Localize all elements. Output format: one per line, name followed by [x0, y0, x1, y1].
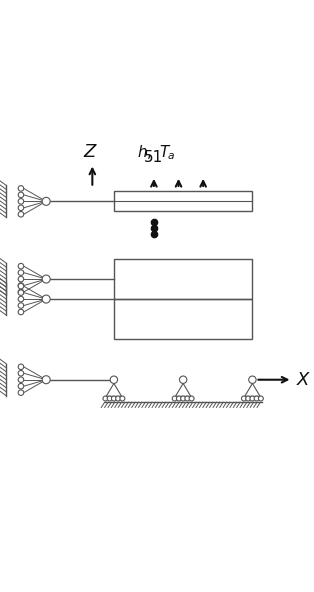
Circle shape: [42, 197, 50, 205]
Circle shape: [258, 396, 263, 401]
Text: $\mathit{Z}$: $\mathit{Z}$: [83, 143, 98, 161]
Circle shape: [18, 211, 24, 217]
Circle shape: [110, 376, 117, 384]
Text: $\mathit{h},\ \mathit{T}_{\!\mathit{a}}$: $\mathit{h},\ \mathit{T}_{\!\mathit{a}}$: [137, 143, 175, 162]
Circle shape: [241, 396, 246, 401]
Circle shape: [18, 276, 24, 282]
Circle shape: [172, 396, 177, 401]
Circle shape: [249, 376, 256, 384]
Circle shape: [18, 390, 24, 395]
Circle shape: [18, 377, 24, 382]
Circle shape: [181, 396, 186, 401]
Circle shape: [18, 297, 24, 302]
Circle shape: [107, 396, 112, 401]
Circle shape: [18, 205, 24, 211]
Circle shape: [18, 289, 24, 295]
Circle shape: [116, 396, 121, 401]
Circle shape: [254, 396, 259, 401]
Circle shape: [176, 396, 181, 401]
Circle shape: [18, 303, 24, 308]
Circle shape: [18, 283, 24, 288]
Circle shape: [18, 270, 24, 275]
Circle shape: [103, 396, 108, 401]
Circle shape: [246, 396, 251, 401]
Circle shape: [18, 371, 24, 376]
Circle shape: [111, 396, 116, 401]
Circle shape: [18, 384, 24, 389]
Circle shape: [42, 275, 50, 283]
Circle shape: [18, 263, 24, 269]
Circle shape: [120, 396, 125, 401]
Circle shape: [18, 364, 24, 369]
Circle shape: [42, 295, 50, 303]
Text: 51: 51: [144, 150, 164, 165]
Circle shape: [18, 284, 24, 289]
Circle shape: [18, 192, 24, 198]
Circle shape: [42, 376, 50, 384]
Circle shape: [185, 396, 190, 401]
Text: $\mathit{X}$: $\mathit{X}$: [296, 371, 311, 389]
Circle shape: [18, 198, 24, 204]
Circle shape: [250, 396, 255, 401]
Circle shape: [18, 309, 24, 315]
Circle shape: [18, 186, 24, 191]
Circle shape: [18, 290, 24, 295]
Circle shape: [189, 396, 194, 401]
Circle shape: [180, 376, 187, 384]
